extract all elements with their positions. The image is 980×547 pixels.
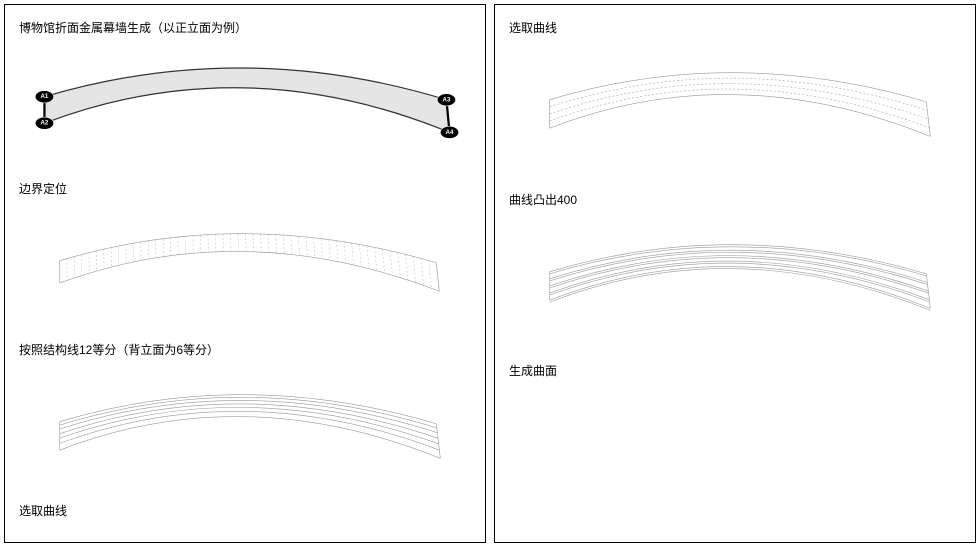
left-section-3: 按照结构线12等分（背立面为6等分） <box>19 341 477 502</box>
diagram-labeled-arc: A1 A2 A3 A4 <box>19 40 477 180</box>
left-section-1: 博物馆折面金属幕墙生成（以正立面为例） A1 A2 A3 A4 <box>19 19 477 180</box>
diagram-multi-arc-12 <box>19 362 477 502</box>
left-section-2-title: 边界定位 <box>19 180 477 197</box>
right-section-1: 选取曲线 <box>509 19 967 191</box>
right-section-2: 曲线凸出400 <box>509 191 967 363</box>
svg-text:A3: A3 <box>443 96 451 103</box>
left-section-4: 选取曲线 <box>19 502 477 534</box>
left-section-4-title: 选取曲线 <box>19 502 477 519</box>
svg-text:A4: A4 <box>446 129 454 136</box>
right-section-3-title: 生成曲面 <box>509 362 967 379</box>
left-section-2: 边界定位 <box>19 180 477 341</box>
diagram-dashed-multi-arc <box>509 40 967 191</box>
left-panel: 博物馆折面金属幕墙生成（以正立面为例） A1 A2 A3 A4 边界定位 按照结构线1… <box>4 4 486 543</box>
left-section-3-title: 按照结构线12等分（背立面为6等分） <box>19 341 477 358</box>
diagram-double-multi-arc <box>509 212 967 363</box>
svg-text:A1: A1 <box>41 93 49 100</box>
right-section-3: 生成曲面 <box>509 362 967 534</box>
diagram-radial-hatched-arc <box>19 201 477 341</box>
right-section-1-title: 选取曲线 <box>509 19 967 36</box>
diagram-empty <box>509 383 967 534</box>
left-section-1-title: 博物馆折面金属幕墙生成（以正立面为例） <box>19 19 477 36</box>
svg-text:A2: A2 <box>41 120 49 127</box>
right-section-2-title: 曲线凸出400 <box>509 191 967 208</box>
right-panel: 选取曲线 曲线凸出400 生成曲面 <box>494 4 976 543</box>
